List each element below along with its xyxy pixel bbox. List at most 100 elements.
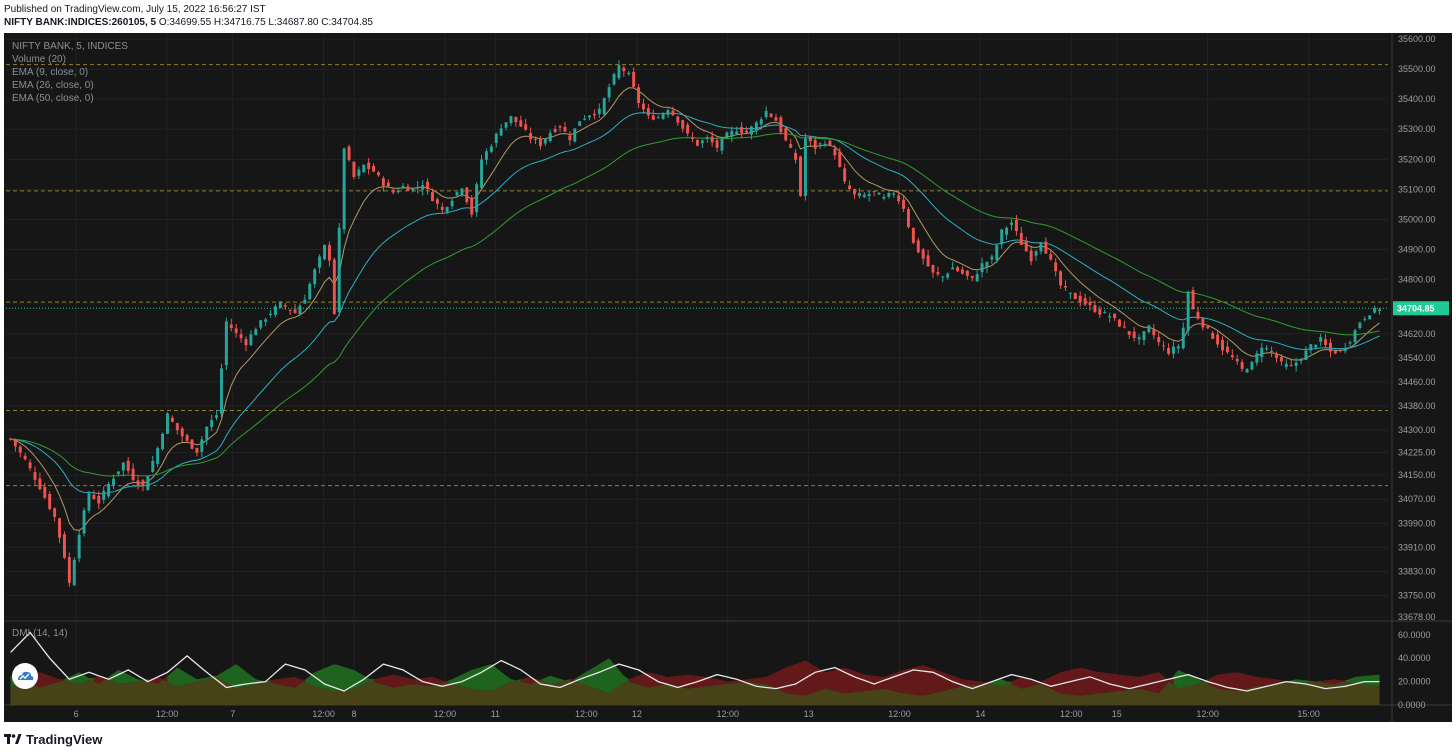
candle-body [843,168,847,182]
price-tick-label: 34620.00 [1398,329,1436,339]
price-tick-label: 35000.00 [1398,214,1436,224]
candle-body [116,471,120,475]
candle-body [1044,241,1048,254]
candle-body [77,534,81,559]
candle-body [67,556,71,583]
candle-body [210,420,214,428]
last-price-tag [1393,301,1449,316]
candle-body [8,438,12,440]
candle-body [391,190,395,193]
candle-body [764,110,768,118]
candle-body [730,130,734,137]
candle-body [475,184,479,213]
candle-body [1373,307,1377,313]
candle-body [607,87,611,98]
dmi-base-area [10,676,1380,705]
price-tick-label: 34540.00 [1398,353,1436,363]
legend-volume[interactable]: Volume (20) [12,54,66,65]
candle-body [941,276,945,278]
candle-body [1270,350,1274,352]
candle-body [1294,362,1298,366]
candle-body [273,306,277,315]
legend-dmi[interactable]: DMI (14, 14) [12,628,68,639]
candle-body [1358,322,1362,329]
candle-body [1122,326,1126,328]
candle-body [372,165,376,172]
candle-body [857,193,861,197]
candle-body [558,126,562,128]
candle-body [960,269,964,274]
candle-body [1049,254,1053,260]
candle-body [725,132,729,139]
dmi-tick-label: 20.0000 [1398,677,1431,687]
candle-body [58,518,61,538]
legend-ema9[interactable]: EMA (9, close, 0) [12,67,89,78]
candle-body [911,227,915,243]
candle-body [1132,331,1136,339]
candle-body [990,256,994,260]
candle-body [175,423,179,431]
candle-body [1309,344,1313,351]
candle-body [269,313,273,316]
candle-body [205,426,209,440]
candle-body [1167,348,1171,354]
price-tick-label: 34800.00 [1398,275,1436,285]
candle-body [514,116,518,123]
candle-body [323,244,326,260]
candle-body [200,439,204,452]
candle-body [1005,227,1009,235]
time-tick-label: 12:00 [312,709,335,719]
candle-body [28,462,32,469]
candle-body [666,110,670,115]
candle-body [1255,353,1259,363]
candle-body [43,486,47,498]
footer-brand: TradingView [4,732,102,752]
price-tick-label: 33990.00 [1398,518,1436,528]
candle-body [151,460,155,472]
candle-body [823,143,827,146]
candle-body [239,334,243,339]
legend-title[interactable]: NIFTY BANK, 5, INDICES [12,41,128,52]
candle-body [803,138,807,196]
candle-body [48,493,52,509]
candle-body [283,305,287,307]
candle-body [769,113,773,117]
candle-body [592,113,596,116]
candle-body [1068,292,1072,294]
candle-body [828,140,832,146]
price-chart-svg[interactable]: 35600.00 35500.00 35400.00 35300.00 35200.00… [4,33,1452,722]
candle-body [1181,327,1185,349]
chart-area[interactable]: 35600.00 35500.00 35400.00 35300.00 35200.00… [4,33,1452,722]
candle-body [887,192,891,197]
minus-di-area [25,660,1346,696]
price-tick-label: 34460.00 [1398,377,1436,387]
candle-body [1157,337,1161,343]
tradingview-badge[interactable] [12,663,38,689]
price-axis-bg [1392,33,1452,722]
candle-body [740,126,744,133]
candle-body [1289,365,1293,367]
time-tick-label: 12:00 [1060,709,1083,719]
candle-body [1225,346,1229,353]
candle-body [1284,363,1288,368]
legend-ema50[interactable]: EMA (50, close, 0) [12,93,94,104]
candle-body [1319,337,1323,342]
time-tick-label: 12:00 [156,709,179,719]
time-tick-label: 12:00 [434,709,457,719]
ema-line [10,132,1380,477]
candle-body [892,193,896,195]
price-tick-label: 34380.00 [1398,401,1436,411]
candle-body [131,468,135,481]
candle-body [141,480,145,487]
candle-body [524,124,528,130]
candle-body [1304,350,1308,360]
candle-body [872,191,876,193]
candle-body [470,197,474,215]
candle-body [18,446,22,453]
candle-body [1059,271,1063,286]
time-tick-label: 15:00 [1297,709,1320,719]
candle-body [489,146,493,152]
candle-body [435,199,439,204]
candle-body [430,192,434,202]
legend-ema26[interactable]: EMA (26, close, 0) [12,80,94,91]
